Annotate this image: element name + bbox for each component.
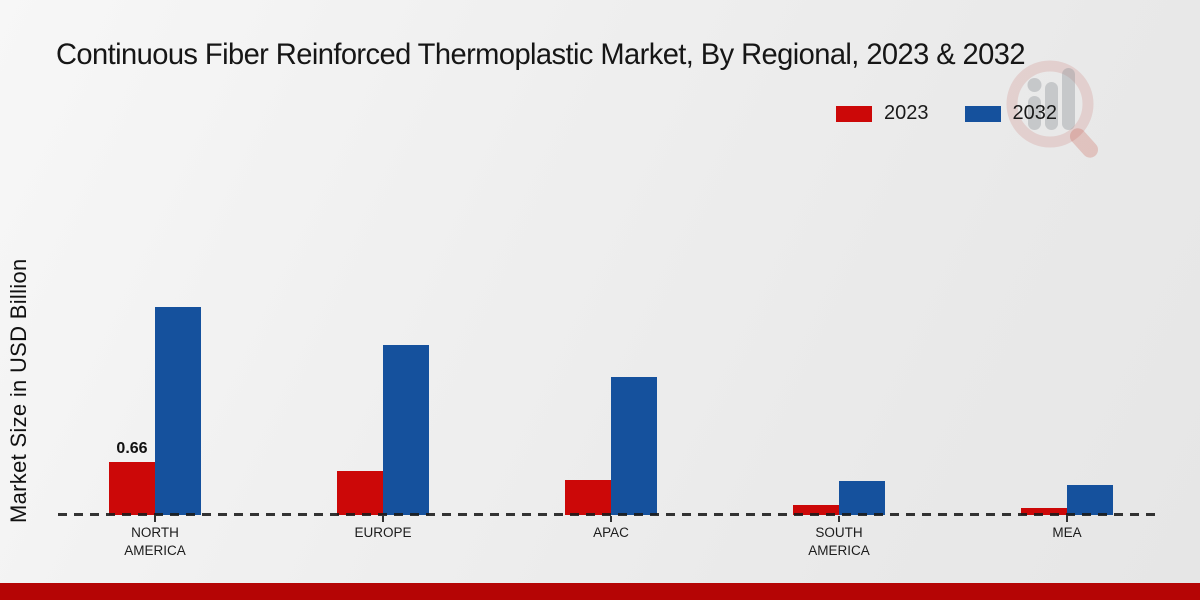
legend-swatch-2032 [964,105,1001,122]
category-label-north-america: NORTH AMERICA [124,525,186,558]
category-label-mea: MEA [1052,525,1082,540]
bar-2023-mea [1021,508,1067,515]
x-axis-tick-south-america [838,516,840,522]
legend-label-2023: 2023 [884,102,929,124]
legend-swatch-2023 [836,105,872,122]
x-axis-tick-mea [1066,516,1068,522]
bar-2023-north-america [109,462,155,515]
bar-value-label-2023-north-america: 0.66 [116,440,148,457]
legend-label-2032: 2032 [1012,102,1058,124]
category-label-south-america: SOUTH AMERICA [808,525,870,558]
x-axis-tick-north-america [154,516,156,522]
x-axis-tick-europe [382,516,384,522]
footer-accent-strip [0,583,1200,600]
bar-2032-mea [1067,485,1113,515]
bar-2023-europe [337,471,383,515]
category-label-europe: EUROPE [354,525,412,540]
chart-title: Continuous Fiber Reinforced Thermoplasti… [56,38,1026,71]
bar-2032-apac [611,377,657,515]
bar-2032-europe [383,345,429,515]
legend-item-2032: 2032 [964,102,1058,125]
category-label-apac: APAC [593,525,629,540]
legend: 2023 2032 [836,102,1057,125]
bar-2023-south-america [793,505,839,515]
bar-2023-apac [565,480,611,515]
bar-2032-north-america [155,307,201,515]
legend-item-2023: 2023 [836,102,929,125]
bar-2032-south-america [839,481,885,515]
x-axis-tick-apac [610,516,612,522]
